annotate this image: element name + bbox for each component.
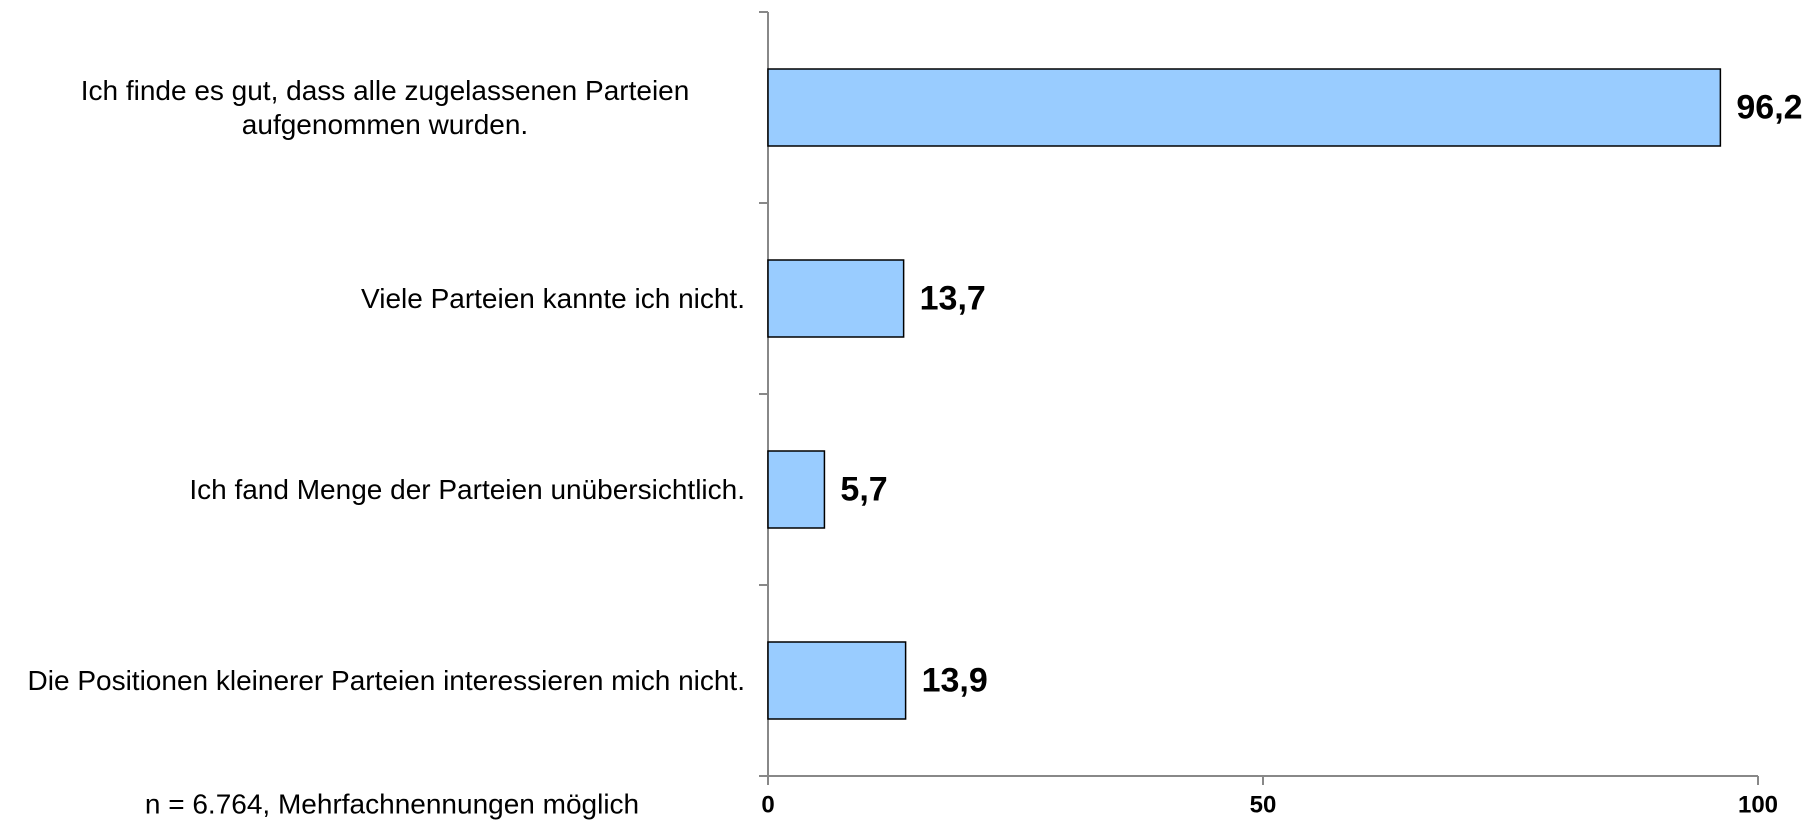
note: n = 6.764, Mehrfachnennungen möglich — [145, 788, 639, 819]
category-label: Viele Parteien kannte ich nicht. — [361, 282, 745, 314]
x-tick-label: 100 — [1738, 791, 1778, 818]
bar — [767, 450, 826, 529]
x-tick-label: 50 — [1250, 791, 1277, 818]
bar — [767, 68, 1722, 147]
value-label: 5,7 — [840, 470, 887, 508]
category-label: Ich finde es gut, dass alle zugelassenen… — [80, 74, 690, 140]
x-tick-label: 0 — [761, 791, 774, 818]
bar — [767, 259, 905, 338]
value-label: 96,2 — [1736, 88, 1802, 126]
bar — [767, 641, 907, 720]
value-label: 13,9 — [922, 661, 988, 699]
value-label: 13,7 — [920, 279, 986, 317]
category-label: Ich fand Menge der Parteien unübersichtl… — [189, 473, 745, 505]
category-label: Die Positionen kleinerer Parteien intere… — [27, 664, 745, 696]
